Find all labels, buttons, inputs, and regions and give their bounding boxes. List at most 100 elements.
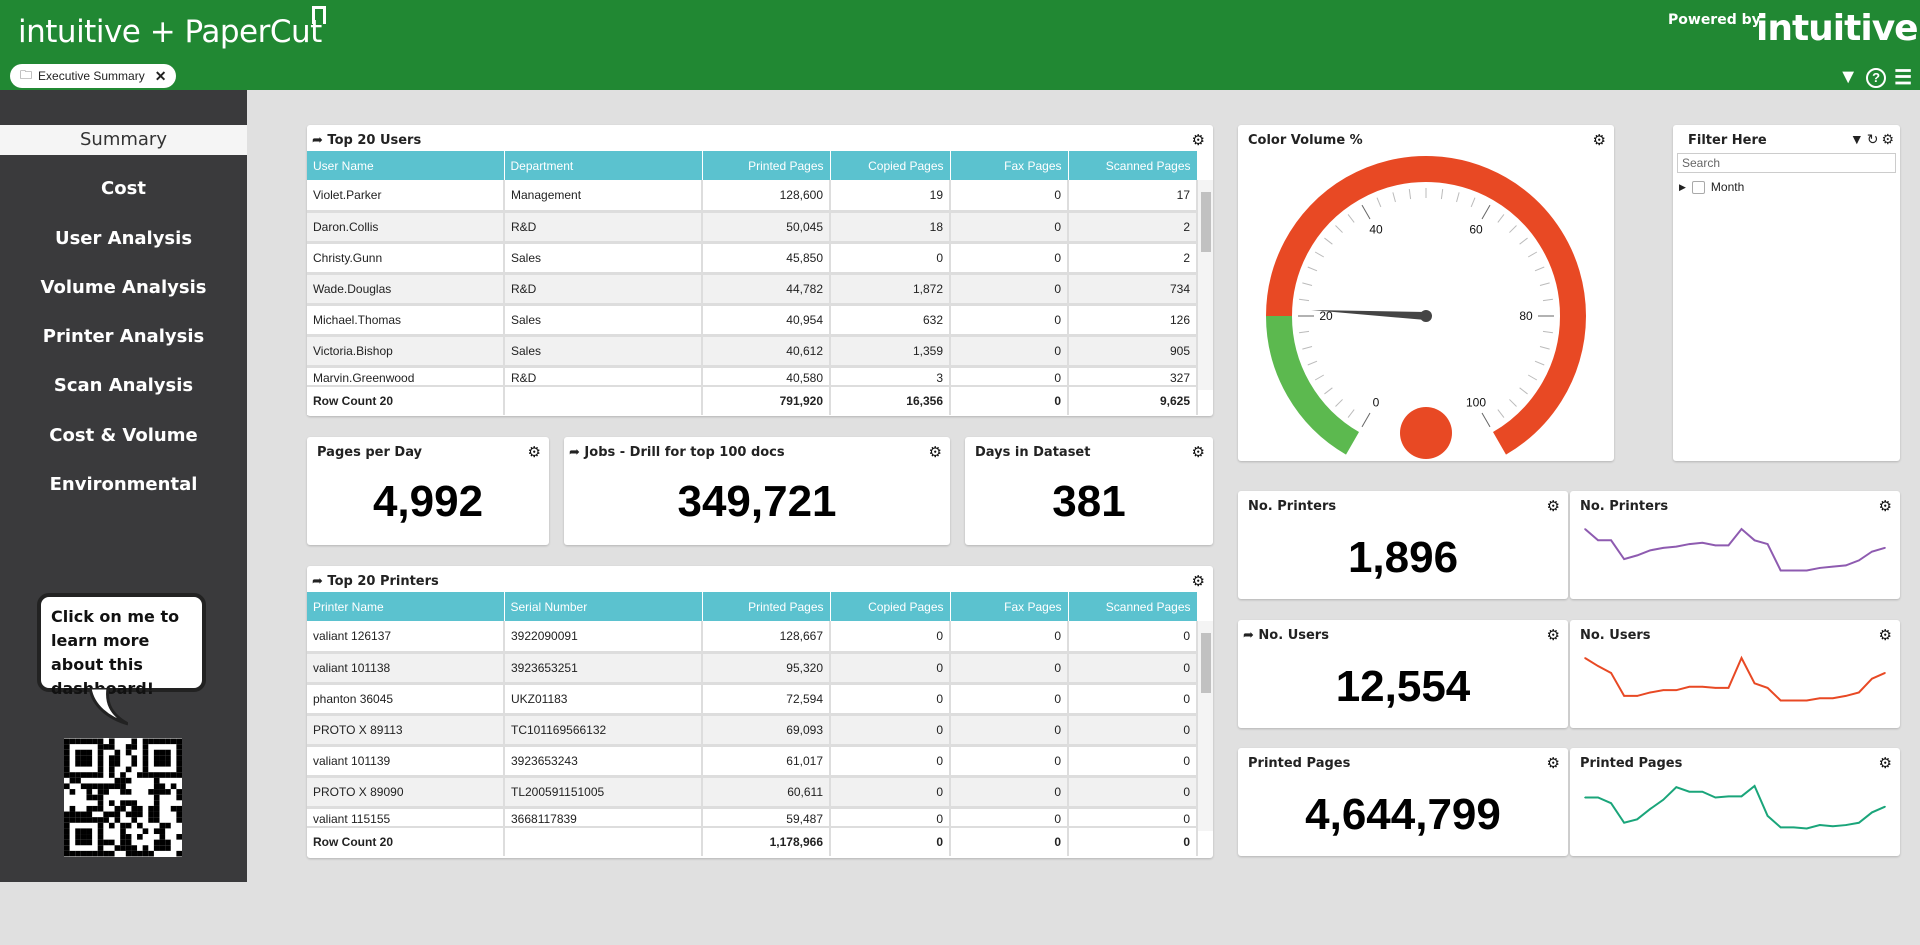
- sparkline-point[interactable]: [1597, 796, 1599, 799]
- close-tab-icon[interactable]: ✕: [154, 67, 167, 84]
- column-header[interactable]: Printed Pages: [702, 592, 831, 621]
- gear-icon[interactable]: ⚙: [1546, 498, 1560, 515]
- table-row[interactable]: valiant 115155 3668117839 59,487 0 0 0: [307, 807, 1198, 827]
- sidebar-item-printer-analysis[interactable]: Printer Analysis: [42, 326, 205, 347]
- sparkline-point[interactable]: [1740, 795, 1743, 798]
- gear-icon[interactable]: ⚙: [1546, 755, 1560, 772]
- panel-title[interactable]: ➦ Top 20 Users: [312, 133, 422, 148]
- sparkline-point[interactable]: [1792, 699, 1795, 702]
- month-checkbox[interactable]: [1691, 180, 1705, 194]
- sparkline-point[interactable]: [1714, 544, 1717, 547]
- table-row[interactable]: Wade.Douglas R&D 44,782 1,872 0 734: [307, 273, 1198, 306]
- tab-executive-summary[interactable]: 🗀 Executive Summary ✕: [10, 64, 177, 88]
- sparkline-point[interactable]: [1832, 565, 1834, 568]
- panel-title[interactable]: ➦ Top 20 Printers: [312, 574, 439, 589]
- sparkline-point[interactable]: [1727, 544, 1730, 547]
- sparkline-point[interactable]: [1597, 665, 1599, 667]
- gear-icon[interactable]: ⚙: [527, 444, 541, 461]
- sparkline-point[interactable]: [1805, 699, 1808, 702]
- sidebar-item-scan-analysis[interactable]: Scan Analysis: [53, 375, 194, 396]
- column-header[interactable]: Copied Pages: [830, 592, 951, 621]
- sparkline-point[interactable]: [1701, 542, 1704, 544]
- sparkline-point[interactable]: [1714, 796, 1717, 799]
- help-speech-bubble[interactable]: Click on me to learn more about this das…: [37, 593, 206, 698]
- column-header[interactable]: Printed Pages: [702, 151, 831, 180]
- gear-icon[interactable]: ⚙: [1881, 131, 1894, 147]
- sparkline-point[interactable]: [1832, 697, 1834, 700]
- gear-icon[interactable]: ⚙: [1191, 573, 1205, 590]
- sparkline-point[interactable]: [1845, 824, 1847, 826]
- sparkline-point[interactable]: [1871, 677, 1873, 680]
- column-header[interactable]: User Name: [307, 151, 505, 180]
- card-title[interactable]: ➦ No. Users: [1243, 628, 1329, 643]
- table-row[interactable]: Victoria.Bishop Sales 40,612 1,359 0 905: [307, 335, 1198, 368]
- sparkline-point[interactable]: [1623, 558, 1625, 560]
- sparkline-point[interactable]: [1766, 543, 1769, 545]
- sparkline-point[interactable]: [1649, 549, 1652, 552]
- sparkline-point[interactable]: [1584, 528, 1586, 530]
- sparkline-point[interactable]: [1884, 672, 1886, 674]
- scrollbar[interactable]: [1198, 621, 1213, 831]
- sparkline-point[interactable]: [1845, 695, 1847, 697]
- sparkline-point[interactable]: [1584, 796, 1586, 799]
- table-row[interactable]: valiant 101139 3923653243 61,017 0 0 0: [307, 745, 1198, 778]
- sparkline-point[interactable]: [1688, 685, 1691, 688]
- sidebar-item-user-analysis[interactable]: User Analysis: [54, 228, 193, 249]
- table-row[interactable]: Violet.Parker Management 128,600 19 0 17: [307, 180, 1198, 213]
- sidebar-item-environmental[interactable]: Environmental: [49, 474, 198, 495]
- sparkline-point[interactable]: [1584, 657, 1586, 659]
- sparkline-point[interactable]: [1662, 798, 1665, 801]
- sparkline-point[interactable]: [1649, 808, 1652, 810]
- gear-icon[interactable]: ⚙: [1878, 755, 1892, 772]
- sparkline-point[interactable]: [1636, 818, 1638, 821]
- sidebar-item-summary[interactable]: Summary: [0, 125, 247, 155]
- sparkline-point[interactable]: [1884, 547, 1886, 549]
- sidebar-item-cost-volume[interactable]: Cost & Volume: [49, 425, 198, 446]
- sparkline-point[interactable]: [1818, 567, 1821, 569]
- sparkline-point[interactable]: [1675, 689, 1678, 691]
- sparkline-point[interactable]: [1805, 827, 1808, 830]
- sparkline-point[interactable]: [1675, 786, 1678, 788]
- sparkline-point[interactable]: [1832, 825, 1834, 828]
- sparkline-point[interactable]: [1623, 695, 1625, 697]
- sparkline-point[interactable]: [1818, 697, 1821, 700]
- gear-icon[interactable]: ⚙: [1191, 444, 1205, 461]
- sparkline-point[interactable]: [1858, 821, 1860, 824]
- sparkline-point[interactable]: [1884, 805, 1886, 808]
- sparkline-point[interactable]: [1753, 682, 1756, 685]
- card-title[interactable]: ➦ Jobs - Drill for top 100 docs: [569, 445, 785, 460]
- table-row[interactable]: Daron.Collis R&D 50,045 18 0 2: [307, 211, 1198, 244]
- gear-icon[interactable]: ⚙: [1592, 132, 1606, 149]
- sparkline-point[interactable]: [1753, 539, 1756, 542]
- sparkline-point[interactable]: [1871, 550, 1873, 553]
- refresh-icon[interactable]: ↻: [1866, 131, 1879, 147]
- sparkline-point[interactable]: [1701, 790, 1704, 793]
- sparkline-point[interactable]: [1701, 685, 1704, 688]
- menu-icon[interactable]: ☰: [1894, 67, 1912, 89]
- table-row[interactable]: Marvin.Greenwood R&D 40,580 3 0 327: [307, 366, 1198, 386]
- column-header[interactable]: Scanned Pages: [1068, 592, 1198, 621]
- table-row[interactable]: phanton 36045 UKZ01183 72,594 0 0 0: [307, 683, 1198, 716]
- sparkline-point[interactable]: [1845, 564, 1847, 567]
- sparkline-point[interactable]: [1740, 657, 1743, 659]
- filter-icon[interactable]: ▼: [1838, 66, 1859, 88]
- table-row[interactable]: valiant 126137 3922090091 128,667 0 0 0: [307, 621, 1198, 654]
- sparkline-point[interactable]: [1688, 543, 1691, 545]
- sparkline-point[interactable]: [1805, 569, 1808, 572]
- sparkline-point[interactable]: [1610, 539, 1612, 542]
- filter-icon[interactable]: ▼: [1849, 131, 1864, 147]
- column-header[interactable]: Department: [504, 151, 703, 180]
- column-header[interactable]: Copied Pages: [830, 151, 951, 180]
- sparkline-point[interactable]: [1858, 559, 1860, 562]
- sparkline-point[interactable]: [1636, 554, 1638, 557]
- sparkline-point[interactable]: [1597, 539, 1599, 542]
- sparkline-point[interactable]: [1792, 569, 1795, 572]
- column-header[interactable]: Serial Number: [504, 592, 703, 621]
- help-icon[interactable]: ?: [1866, 67, 1887, 88]
- sparkline-point[interactable]: [1858, 691, 1860, 694]
- sparkline-point[interactable]: [1688, 790, 1691, 793]
- table-row[interactable]: Michael.Thomas Sales 40,954 632 0 126: [307, 304, 1198, 337]
- sparkline-point[interactable]: [1610, 802, 1612, 805]
- column-header[interactable]: Fax Pages: [950, 592, 1069, 621]
- table-row[interactable]: Christy.Gunn Sales 45,850 0 0 2: [307, 242, 1198, 275]
